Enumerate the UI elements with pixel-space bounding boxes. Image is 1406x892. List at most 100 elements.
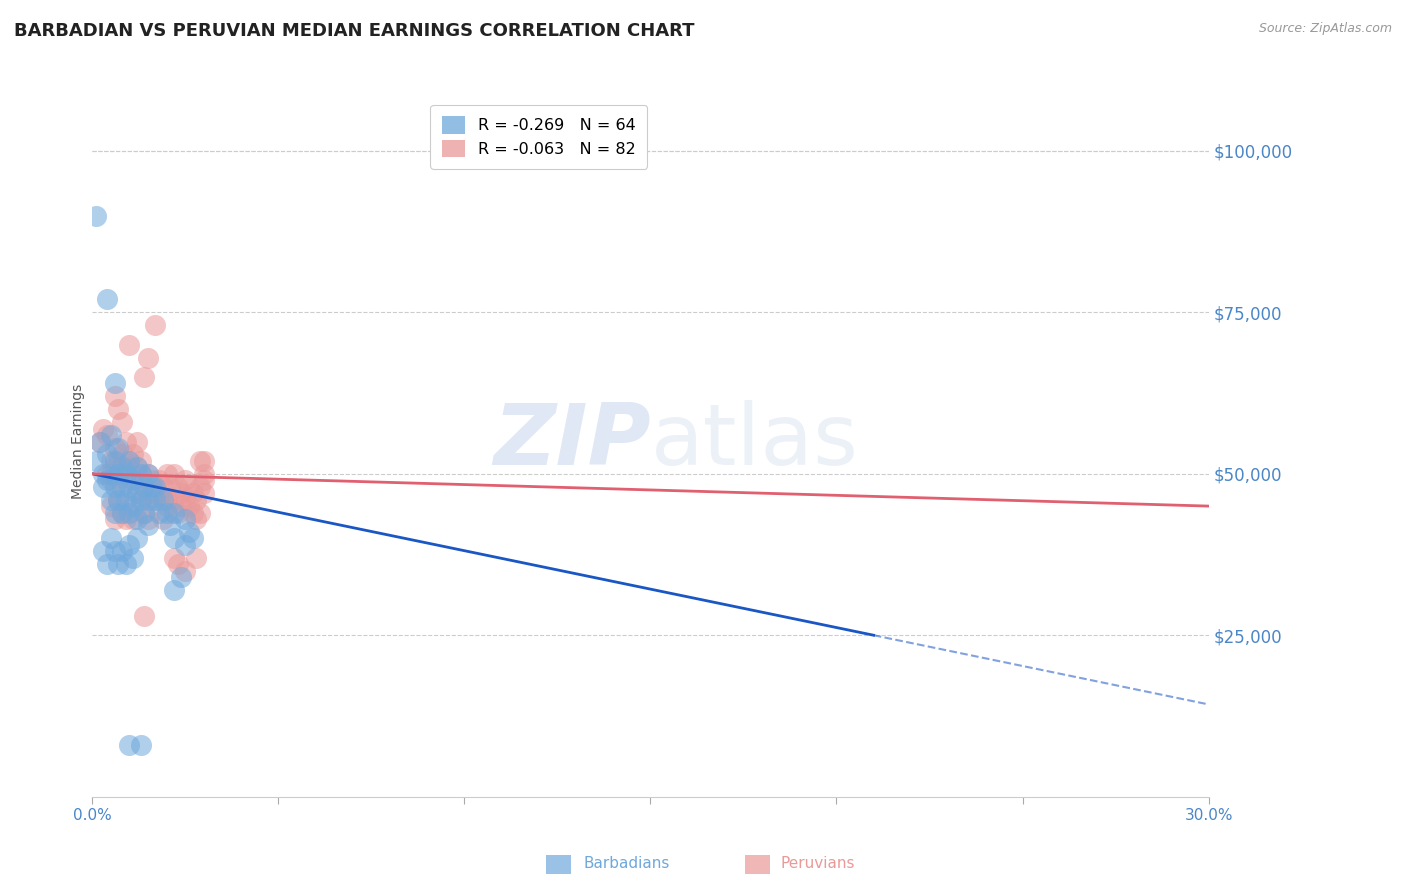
Point xyxy=(103,512,125,526)
Point xyxy=(122,550,145,565)
Point xyxy=(122,473,145,487)
Point xyxy=(125,486,148,500)
Point xyxy=(174,492,197,507)
Point xyxy=(136,467,159,481)
Point xyxy=(145,318,167,333)
Point xyxy=(125,460,148,475)
Point xyxy=(84,454,107,468)
Point xyxy=(125,512,148,526)
Point xyxy=(100,499,122,513)
Point xyxy=(134,480,156,494)
Point xyxy=(136,492,159,507)
Point xyxy=(163,506,186,520)
Point xyxy=(163,550,186,565)
Point xyxy=(129,492,152,507)
Point xyxy=(111,544,134,558)
Point xyxy=(114,512,136,526)
Point xyxy=(163,532,186,546)
Point xyxy=(145,480,167,494)
Point xyxy=(118,460,141,475)
Point xyxy=(193,467,215,481)
Point xyxy=(107,492,129,507)
Point xyxy=(107,558,129,572)
Point xyxy=(122,499,145,513)
Point xyxy=(174,473,197,487)
Text: Barbadians: Barbadians xyxy=(583,856,669,871)
Point xyxy=(103,480,125,494)
Point xyxy=(100,492,122,507)
Point xyxy=(166,558,188,572)
Point xyxy=(111,460,134,475)
Point xyxy=(93,421,115,435)
Point xyxy=(103,441,125,455)
Point xyxy=(114,434,136,449)
Point xyxy=(103,544,125,558)
Point xyxy=(129,454,152,468)
Point xyxy=(141,480,163,494)
Point xyxy=(156,492,179,507)
Point xyxy=(193,454,215,468)
Point xyxy=(96,467,118,481)
Point xyxy=(163,492,186,507)
Point xyxy=(111,480,134,494)
Point xyxy=(118,337,141,351)
Point xyxy=(100,532,122,546)
Point xyxy=(100,428,122,442)
Point xyxy=(129,467,152,481)
Point xyxy=(186,550,208,565)
Point xyxy=(122,447,145,461)
Point xyxy=(125,434,148,449)
Point xyxy=(118,454,141,468)
Point xyxy=(156,499,179,513)
Point xyxy=(170,486,193,500)
Point xyxy=(134,506,156,520)
Point xyxy=(134,506,156,520)
Point xyxy=(159,518,181,533)
Point xyxy=(177,524,200,539)
Point xyxy=(96,473,118,487)
Point xyxy=(141,492,163,507)
Point xyxy=(152,492,174,507)
Point xyxy=(134,370,156,384)
Legend: R = -0.269   N = 64, R = -0.063   N = 82: R = -0.269 N = 64, R = -0.063 N = 82 xyxy=(430,105,647,169)
Point xyxy=(136,518,159,533)
Point xyxy=(103,506,125,520)
Point xyxy=(174,512,197,526)
Point xyxy=(148,492,170,507)
Point xyxy=(93,480,115,494)
Point xyxy=(186,512,208,526)
Point xyxy=(103,389,125,403)
Point xyxy=(136,486,159,500)
Point xyxy=(145,486,167,500)
Point xyxy=(100,454,122,468)
Point xyxy=(114,467,136,481)
Point xyxy=(96,447,118,461)
Point xyxy=(193,473,215,487)
Point xyxy=(122,512,145,526)
Point xyxy=(174,564,197,578)
Point xyxy=(84,209,107,223)
Text: atlas: atlas xyxy=(651,400,859,483)
Point xyxy=(170,499,193,513)
Text: BARBADIAN VS PERUVIAN MEDIAN EARNINGS CORRELATION CHART: BARBADIAN VS PERUVIAN MEDIAN EARNINGS CO… xyxy=(14,22,695,40)
Point xyxy=(89,434,111,449)
Point xyxy=(166,506,188,520)
Point xyxy=(107,473,129,487)
Point xyxy=(181,532,204,546)
Point xyxy=(96,293,118,307)
Point xyxy=(136,512,159,526)
Point xyxy=(163,582,186,597)
Text: ZIP: ZIP xyxy=(492,400,651,483)
Point xyxy=(111,460,134,475)
Point xyxy=(145,492,167,507)
Point xyxy=(141,473,163,487)
Point xyxy=(186,492,208,507)
Point xyxy=(89,434,111,449)
Point xyxy=(107,454,129,468)
Point xyxy=(174,538,197,552)
Point xyxy=(118,738,141,752)
Point xyxy=(181,506,204,520)
Point xyxy=(152,480,174,494)
Text: Source: ZipAtlas.com: Source: ZipAtlas.com xyxy=(1258,22,1392,36)
Point xyxy=(129,738,152,752)
